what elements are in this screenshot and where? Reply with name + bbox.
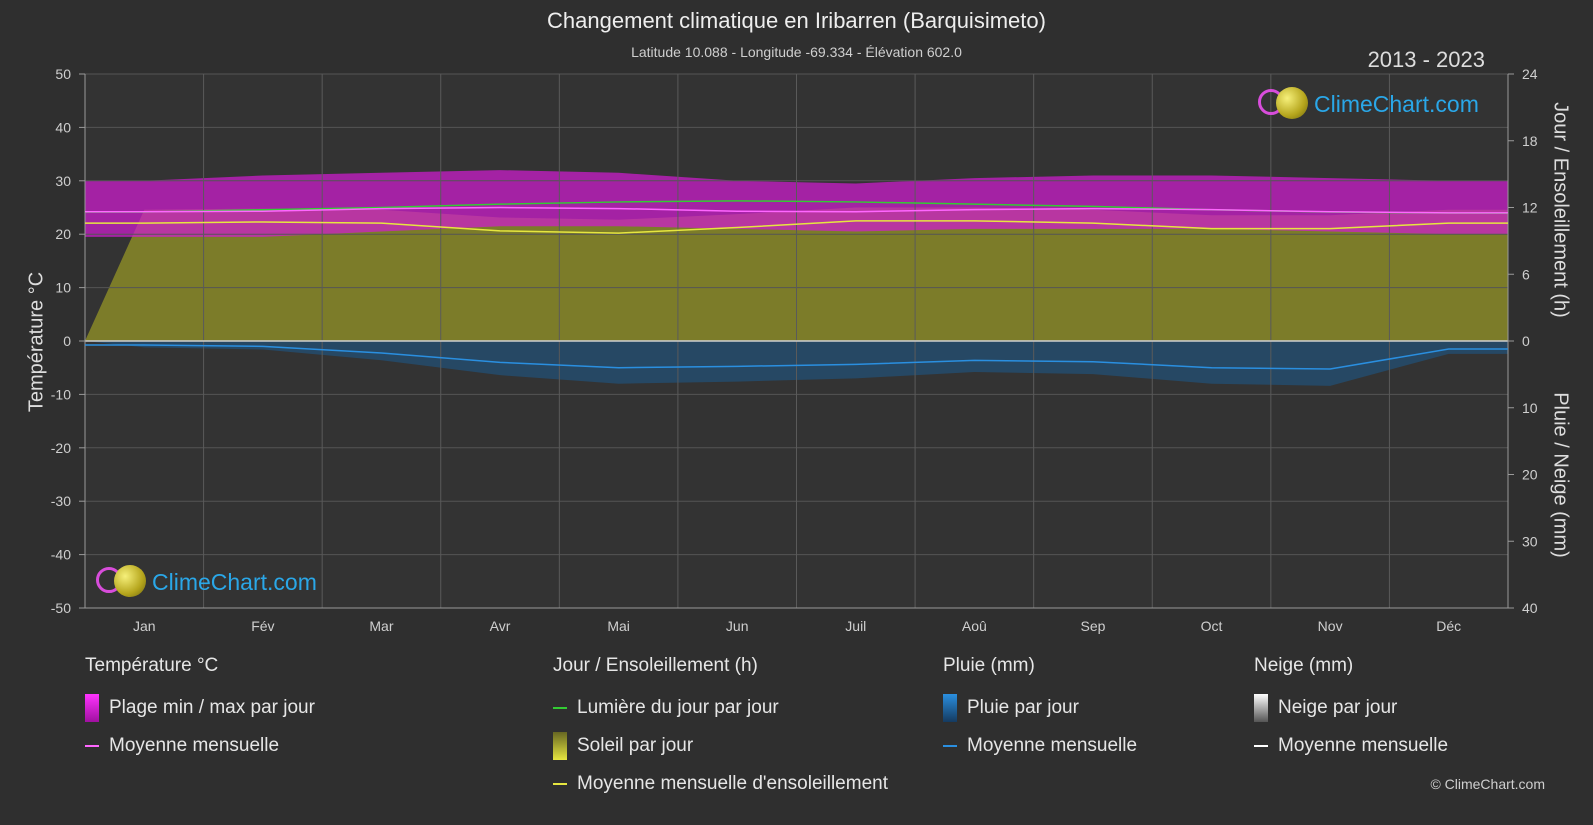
left-tick-label: -40 [51,547,71,563]
left-tick-label: 0 [63,333,71,349]
sunshine-swatch [553,732,567,760]
left-tick-label: 40 [55,119,71,135]
legend-item-rain: Pluie par jour [943,689,1137,727]
chart-subtitle: Latitude 10.088 - Longitude -69.334 - Él… [631,44,962,60]
month-label: Juil [845,618,866,634]
legend-item-temp-mean: Moyenne mensuelle [85,727,315,765]
sunshine-mean-swatch [553,783,567,785]
legend-heading: Jour / Ensoleillement (h) [553,655,758,676]
logo-icon [96,565,148,599]
legend-item-snow: Neige par jour [1254,689,1448,727]
temp-mean-swatch [85,745,99,747]
temp-mean-line [85,206,1508,214]
right-tick-label-hours: 0 [1522,333,1530,349]
month-label: Aoû [962,618,987,634]
month-label: Fév [251,618,274,634]
right-tick-label-hours: 24 [1522,66,1538,82]
logo-bottom[interactable]: ClimeChart.com [96,565,317,599]
left-tick-label: -50 [51,600,71,616]
legend-item-snow-mean: Moyenne mensuelle [1254,727,1448,765]
right-axis-title-sun: Jour / Ensoleillement (h) [1549,102,1572,318]
rain-swatch [943,694,957,722]
left-tick-label: -30 [51,493,71,509]
legend-item-sunshine-mean: Moyenne mensuelle d'ensoleillement [553,765,888,803]
snow-swatch [1254,694,1268,722]
legend-heading: Température °C [85,655,219,676]
legend-item-sunshine: Soleil par jour [553,727,888,765]
legend-item-rain-mean: Moyenne mensuelle [943,727,1137,765]
left-tick-label: 20 [55,226,71,242]
left-axis-title: Température °C [25,271,48,413]
rain-mean-line [85,344,1508,370]
legend-rain: Pluie (mm) Pluie par jour Moyenne mensue… [943,655,1137,765]
logo-icon [1258,87,1310,121]
left-tick-label: 50 [55,66,71,82]
month-label: Jan [133,618,156,634]
logo-top[interactable]: ClimeChart.com [1258,87,1479,121]
left-tick-label: -20 [51,440,71,456]
logo-text: ClimeChart.com [152,568,317,595]
month-label: Nov [1318,618,1343,634]
right-tick-label-hours: 18 [1522,133,1538,149]
month-label: Avr [490,618,511,634]
sunshine-mean-line [85,220,1508,234]
month-label: Jun [726,618,749,634]
temp-range-swatch [85,694,99,722]
legend-snow: Neige (mm) Neige par jour Moyenne mensue… [1254,655,1448,765]
right-tick-label-mm: 40 [1522,600,1538,616]
month-label: Oct [1201,618,1223,634]
rain-mean-swatch [943,745,957,747]
legend-sun: Jour / Ensoleillement (h) Lumière du jou… [553,655,888,803]
month-label: Sep [1080,618,1105,634]
right-tick-label-hours: 6 [1522,266,1530,282]
daylight-swatch [553,707,567,709]
month-label: Déc [1436,618,1461,634]
year-range: 2013 - 2023 [1367,47,1485,72]
legend-item-daylight: Lumière du jour par jour [553,689,888,727]
left-tick-label: 10 [55,280,71,296]
legend-item-temp-range: Plage min / max par jour [85,689,315,727]
legend-heading: Pluie (mm) [943,655,1035,676]
right-tick-label-mm: 10 [1522,400,1538,416]
left-tick-label: 30 [55,173,71,189]
left-tick-label: -10 [51,386,71,402]
legend-temperature: Température °C Plage min / max par jour … [85,655,315,765]
chart-title: Changement climatique en Iribarren (Barq… [547,8,1046,33]
copyright: © ClimeChart.com [1430,776,1545,792]
logo-text: ClimeChart.com [1314,90,1479,117]
snow-mean-swatch [1254,745,1268,747]
month-label: Mar [369,618,393,634]
right-tick-label-mm: 30 [1522,533,1538,549]
right-tick-label-hours: 12 [1522,200,1538,216]
right-tick-label-mm: 20 [1522,467,1538,483]
right-axis-title-rain: Pluie / Neige (mm) [1549,392,1572,558]
month-label: Mai [607,618,630,634]
legend-heading: Neige (mm) [1254,655,1354,676]
